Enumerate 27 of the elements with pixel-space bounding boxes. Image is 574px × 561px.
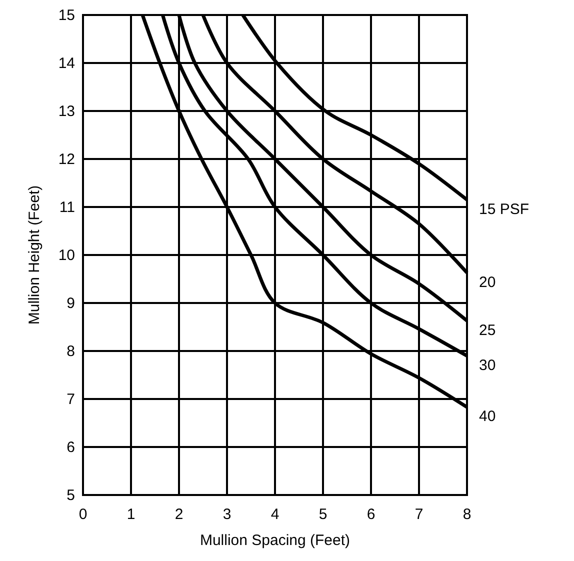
y-tick-label: 9 [66,295,75,312]
y-axis-title: Mullion Height (Feet) [26,185,43,325]
series-label: 30 [479,356,496,374]
x-tick-label: 1 [126,506,136,523]
series-label: 20 [479,274,496,291]
x-tick-label: 8 [462,506,472,523]
series-label: 15 PSF [479,200,530,218]
x-tick-label: 3 [222,506,232,523]
y-tick-label: 14 [58,55,75,72]
series-label: 25 [479,322,496,339]
y-tick-label: 15 [58,7,75,24]
y-tick-label: 8 [66,343,75,360]
x-tick-label: 4 [270,506,280,523]
x-tick-label: 5 [318,506,328,523]
x-axis-title: Mullion Spacing (Feet) [200,532,350,549]
x-tick-label: 0 [78,506,88,523]
y-tick-label: 10 [58,247,75,264]
x-tick-label: 2 [174,506,184,523]
y-tick-label: 13 [58,103,75,120]
series-label: 40 [479,408,496,426]
y-tick-label: 6 [66,439,75,456]
y-tick-label: 5 [66,487,75,504]
y-tick-label: 11 [59,199,75,216]
x-tick-label: 6 [366,506,376,523]
y-tick-label: 7 [66,391,75,408]
x-tick-label: 7 [414,506,424,523]
y-tick-label: 12 [58,151,75,168]
